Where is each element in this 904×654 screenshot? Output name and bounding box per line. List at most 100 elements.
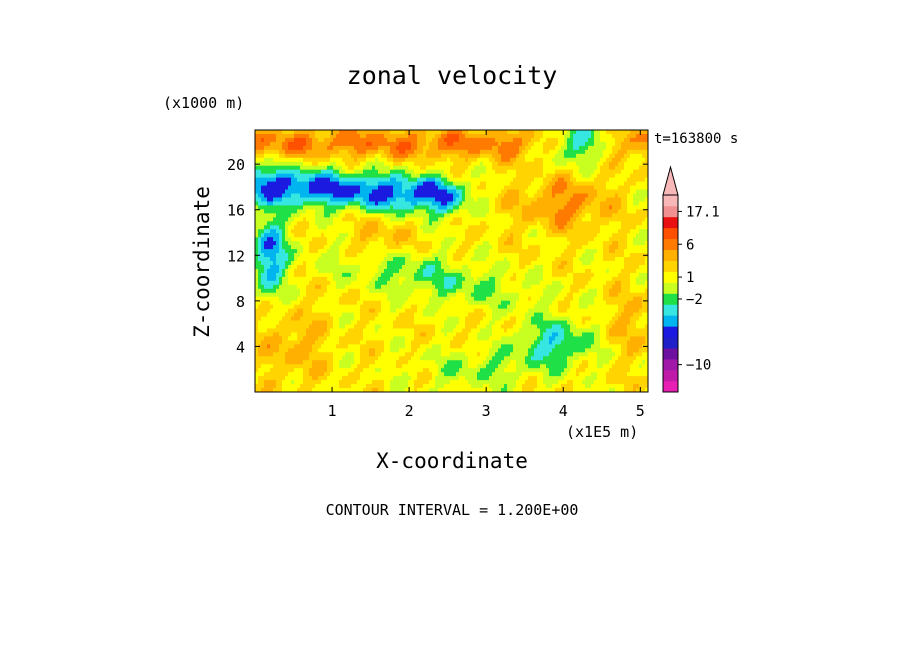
field-cell — [567, 380, 574, 385]
field-cell — [390, 340, 406, 345]
field-cell — [258, 205, 304, 210]
field-cell — [582, 332, 595, 337]
field-cell — [291, 332, 298, 337]
field-cell — [480, 149, 499, 155]
field-cell — [417, 229, 424, 234]
field-cell — [312, 145, 328, 151]
field-cell — [297, 308, 304, 314]
field-cell — [552, 280, 562, 286]
field-cell — [609, 153, 616, 159]
field-cell — [522, 237, 568, 242]
field-cell — [552, 177, 559, 183]
field-cell — [282, 340, 301, 345]
field-cell — [471, 328, 481, 333]
y-tick-label: 16 — [227, 202, 245, 220]
field-cell — [270, 308, 289, 314]
field-cell — [510, 264, 520, 270]
field-cell — [471, 185, 478, 190]
field-cell — [477, 352, 481, 357]
field-cell — [318, 257, 340, 262]
field-cell — [612, 348, 622, 353]
field-cell — [627, 300, 643, 306]
field-cell — [471, 173, 481, 179]
field-cell — [279, 249, 286, 254]
field-cell — [438, 368, 442, 373]
field-cell — [354, 312, 361, 317]
field-cell — [429, 213, 445, 218]
field-cell — [282, 241, 289, 246]
field-cell — [645, 241, 648, 246]
field-cell — [264, 241, 277, 246]
colorbar-swatch — [663, 227, 678, 240]
field-cell — [450, 380, 469, 385]
field-cell — [588, 288, 598, 294]
field-cell — [642, 300, 648, 306]
field-cell — [489, 376, 520, 381]
field-cell — [303, 308, 313, 314]
field-cell — [486, 229, 505, 234]
field-cell — [459, 193, 463, 198]
field-cell — [279, 344, 295, 349]
field-cell — [387, 261, 406, 266]
field-cell — [600, 165, 610, 171]
field-cell — [396, 229, 412, 234]
field-cell — [381, 153, 388, 159]
field-cell — [540, 280, 553, 286]
field-cell — [294, 312, 304, 317]
field-cell — [327, 276, 334, 282]
field-cell — [459, 153, 481, 159]
field-cell — [513, 332, 541, 337]
field-cell — [477, 157, 490, 163]
field-cell — [306, 141, 313, 147]
field-cell — [375, 348, 385, 353]
field-cell — [447, 253, 454, 258]
field-cell — [330, 153, 352, 159]
field-cell — [459, 245, 472, 250]
field-cell — [519, 189, 526, 194]
field-cell — [585, 141, 595, 147]
field-cell — [555, 145, 562, 151]
field-cell — [573, 169, 580, 175]
colorbar-label: 6 — [686, 237, 694, 253]
field-cell — [549, 149, 559, 155]
field-cell — [525, 360, 568, 365]
x-tick-label: 2 — [405, 402, 414, 420]
field-cell — [639, 384, 648, 389]
field-cell — [612, 284, 622, 290]
field-cell — [567, 145, 574, 151]
field-cell — [318, 225, 328, 230]
field-cell — [435, 328, 442, 333]
field-cell — [522, 217, 535, 222]
field-cell — [534, 340, 541, 345]
field-cell — [513, 233, 523, 238]
field-cell — [339, 384, 352, 389]
field-cell — [510, 276, 517, 282]
field-cell — [636, 268, 648, 274]
field-cell — [279, 332, 292, 337]
field-cell — [468, 157, 478, 163]
field-cell — [495, 288, 502, 294]
field-cell — [300, 165, 328, 171]
field-cell — [288, 280, 310, 286]
velocity-field — [255, 130, 648, 392]
field-cell — [384, 344, 391, 349]
field-cell — [495, 261, 511, 266]
field-cell — [444, 320, 460, 325]
field-cell — [339, 340, 361, 345]
field-cell — [261, 137, 265, 143]
field-cell — [624, 308, 640, 314]
field-cell — [567, 356, 580, 361]
field-cell — [282, 233, 286, 238]
field-cell — [561, 280, 574, 286]
field-cell — [360, 356, 379, 361]
field-cell — [543, 193, 553, 198]
field-cell — [357, 276, 373, 282]
field-cell — [573, 320, 583, 325]
field-cell — [573, 268, 586, 274]
field-cell — [564, 368, 571, 373]
field-cell — [573, 276, 592, 282]
field-cell — [369, 348, 376, 353]
field-cell — [621, 141, 648, 147]
field-cell — [273, 332, 280, 337]
field-cell — [417, 185, 439, 190]
